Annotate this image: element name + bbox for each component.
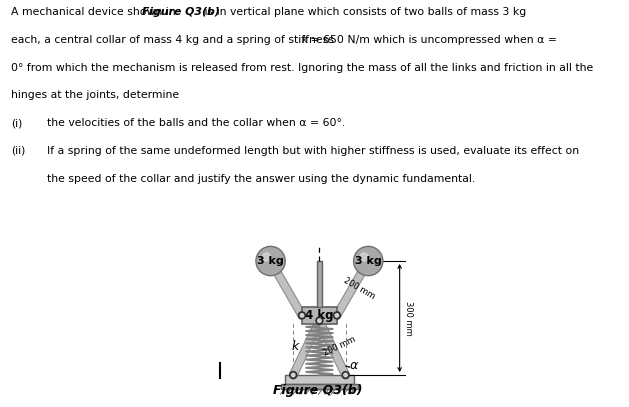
Text: each, a central collar of mass 4 kg and a spring of stiffness: each, a central collar of mass 4 kg and …: [11, 35, 338, 45]
Circle shape: [262, 253, 270, 261]
Text: the velocities of the balls and the collar when α = 60°.: the velocities of the balls and the coll…: [47, 118, 345, 128]
Text: α: α: [350, 359, 358, 372]
Circle shape: [335, 314, 338, 317]
Text: (ii): (ii): [11, 146, 26, 156]
FancyBboxPatch shape: [302, 307, 337, 324]
Circle shape: [342, 372, 349, 379]
Circle shape: [318, 319, 321, 322]
Text: 3 kg: 3 kg: [355, 256, 382, 266]
Text: 200 mm: 200 mm: [322, 335, 357, 358]
Bar: [284, 375, 354, 384]
Circle shape: [290, 372, 297, 379]
Text: 3 kg: 3 kg: [257, 256, 284, 266]
Circle shape: [256, 246, 285, 276]
Bar: [281, 384, 358, 389]
Circle shape: [344, 373, 347, 377]
Circle shape: [300, 314, 304, 317]
Text: = 650 N/m which is uncompressed when α =: = 650 N/m which is uncompressed when α =: [307, 35, 557, 45]
Text: If a spring of the same undeformed length but with higher stiffness is used, eva: If a spring of the same undeformed lengt…: [47, 146, 579, 156]
Text: 4 kg: 4 kg: [305, 309, 333, 322]
Bar: [316, 261, 322, 307]
Text: k: k: [291, 341, 299, 353]
Text: 300 mm: 300 mm: [404, 301, 413, 335]
Text: (i): (i): [11, 118, 23, 128]
Circle shape: [291, 373, 295, 377]
Text: is in vertical plane which consists of two balls of mass 3 kg: is in vertical plane which consists of t…: [201, 7, 526, 17]
Text: 0° from which the mechanism is released from rest. Ignoring the mass of all the : 0° from which the mechanism is released …: [11, 63, 594, 73]
Circle shape: [299, 312, 306, 319]
Text: Figure Q3(b): Figure Q3(b): [142, 7, 220, 17]
Circle shape: [333, 312, 340, 319]
Text: k: k: [301, 35, 308, 45]
Circle shape: [316, 317, 323, 324]
Circle shape: [353, 246, 383, 276]
Circle shape: [360, 253, 368, 261]
Text: A mechanical device shown in: A mechanical device shown in: [11, 7, 179, 17]
Text: 200 mm: 200 mm: [342, 276, 376, 301]
Text: the speed of the collar and justify the answer using the dynamic fundamental.: the speed of the collar and justify the …: [47, 174, 476, 184]
Text: Figure Q3(b): Figure Q3(b): [273, 384, 362, 397]
Text: hinges at the joints, determine: hinges at the joints, determine: [11, 90, 179, 101]
